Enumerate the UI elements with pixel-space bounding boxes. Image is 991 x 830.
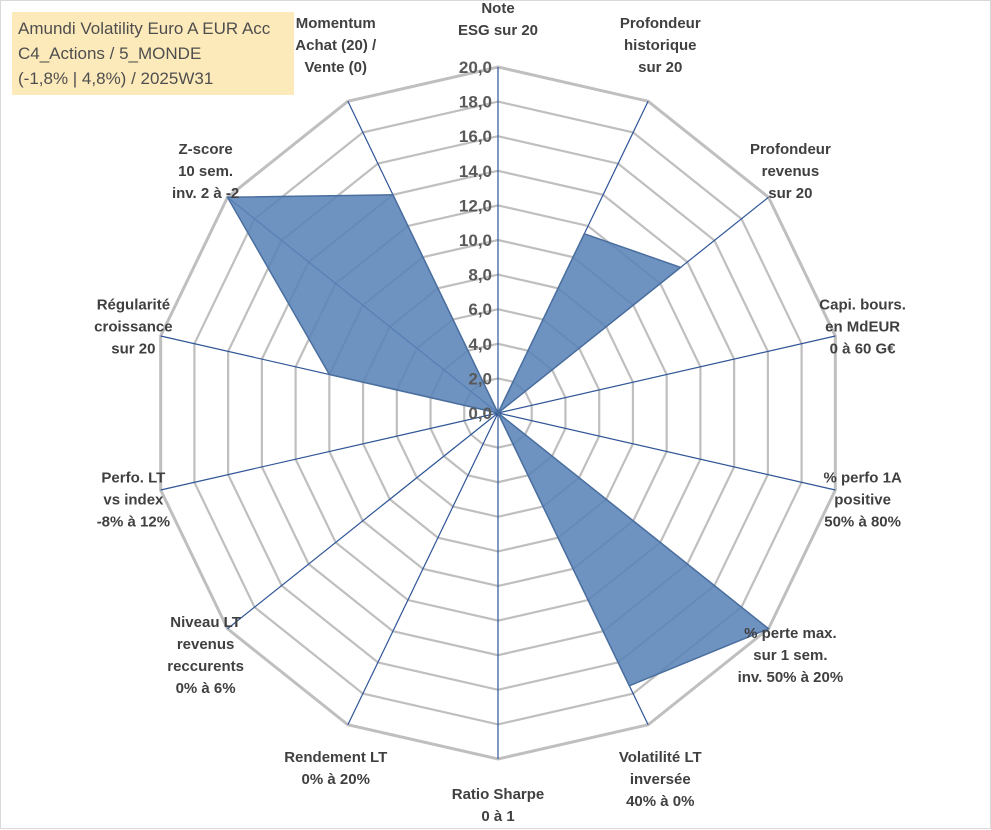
tick-label: 0,0	[468, 404, 492, 423]
chart-title-line-3: (-1,8% | 4,8%) / 2025W31	[18, 66, 288, 91]
tick-label: 18,0	[459, 93, 492, 112]
tick-label: 16,0	[459, 127, 492, 146]
tick-label: 12,0	[459, 196, 492, 215]
tick-label: 10,0	[459, 231, 492, 250]
chart-title-line-2: C4_Actions / 5_MONDE	[18, 41, 288, 66]
tick-label: 2,0	[468, 369, 492, 388]
chart-title-box: Amundi Volatility Euro A EUR Acc C4_Acti…	[12, 12, 294, 95]
axis-label-5: % perte max.sur 1 sem.inv. 50% à 20%	[738, 625, 844, 686]
tick-label: 20,0	[459, 58, 492, 77]
tick-label: 4,0	[468, 335, 492, 354]
chart-title-line-1: Amundi Volatility Euro A EUR Acc	[18, 16, 288, 41]
tick-label: 14,0	[459, 162, 492, 181]
tick-label: 6,0	[468, 300, 492, 319]
tick-label: 8,0	[468, 266, 492, 285]
